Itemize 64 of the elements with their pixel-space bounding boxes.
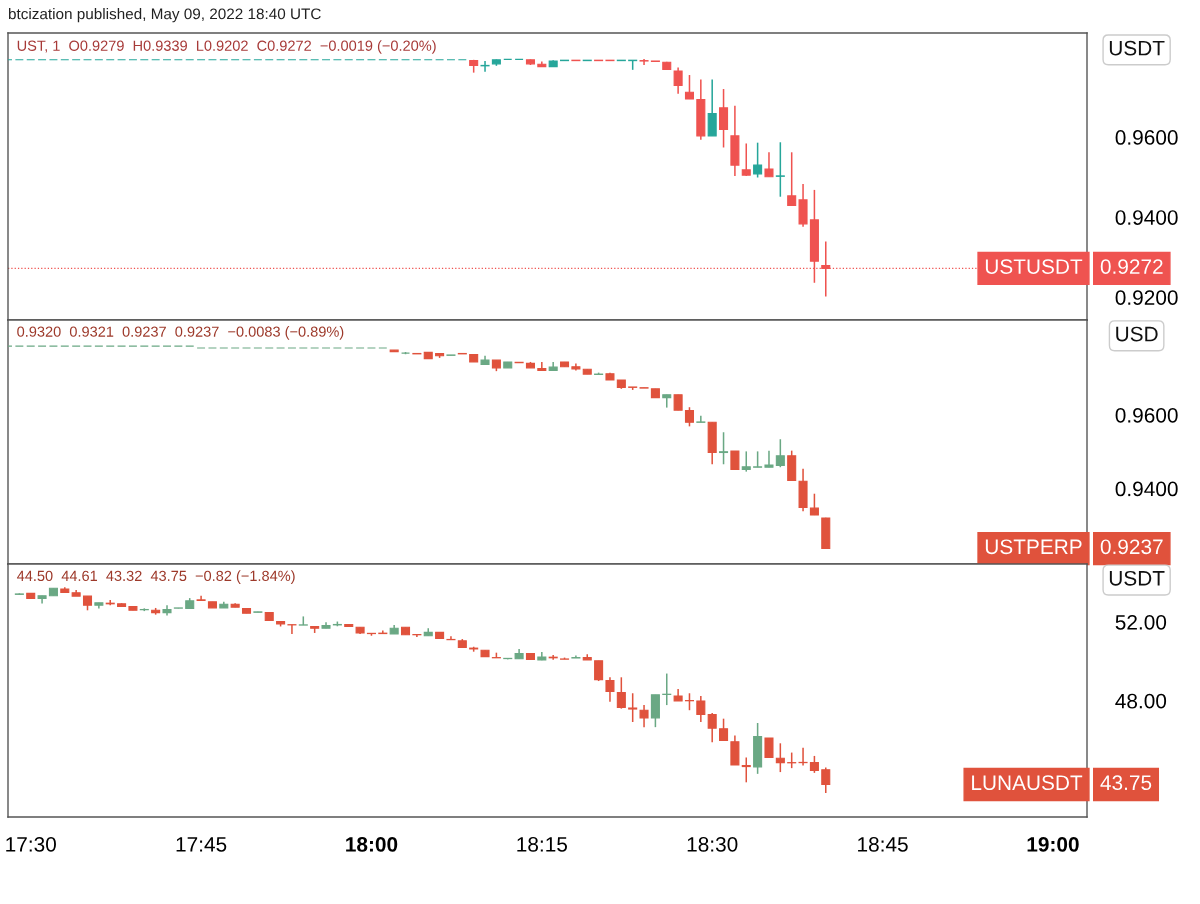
candlestick [707,712,717,744]
candlestick [730,734,740,766]
y-tick-label: 0.9400 [1115,481,1178,497]
y-tick-label: 0.9600 [1115,407,1178,423]
candlestick [287,623,297,635]
candlestick [741,450,751,473]
x-tick-label: 17:30 [6,836,56,852]
candlestick [639,704,649,728]
annotation: 44.50 44.61 43.32 43.75 −0.82 (−1.84%) [16,570,295,584]
chart-title: btcization published, May 09, 2022 18:40 UTC [8,8,321,23]
candlestick [684,74,695,100]
candlestick [821,766,831,794]
candlestick [650,694,660,728]
candlestick [696,414,706,424]
annotation: LUNAUSDT [972,775,1083,791]
candlestick [696,695,706,723]
candlestick [662,393,672,409]
candlestick [707,78,717,137]
y-tick-label: 0.9600 [1115,130,1178,145]
candlestick [719,717,729,742]
text: USDT [1109,40,1165,56]
y-tick-label: 0.9200 [1115,290,1178,305]
candlestick [741,142,751,177]
annotation: UST, 1 O0.9279 H0.9339 L0.9202 C0.9272 −0.0019 (−0.20%) [17,40,436,54]
text: USDT [1109,570,1165,586]
text: 0.9272 [1100,259,1163,274]
candlestick [673,66,683,95]
annotation: USTUSDT [985,259,1083,274]
x-tick-label: 19:00 [1027,836,1079,852]
y-tick-label: 52.00 [1115,614,1167,630]
x-tick-label: 17:45 [176,837,227,852]
candlestick [775,438,785,468]
candlestick [764,449,774,468]
candlestick [446,635,456,641]
candlestick [628,692,638,723]
candlestick [730,450,740,470]
candlestick [605,676,615,703]
y-tick-label: 48.00 [1115,693,1167,709]
x-tick-label: 18:45 [858,836,908,852]
candlestick [594,659,604,682]
candlestick [412,633,422,638]
text: 0.9237 [1100,539,1163,555]
x-tick-label: 18:00 [346,836,398,852]
annotation: USTPERP [985,539,1082,555]
x-tick-label: 18:30 [687,836,738,852]
annotation: 0.9320 0.9321 0.9237 0.9237 −0.0083 (−0.89%) [17,326,344,340]
candlestick [753,141,763,179]
text: 43.75 [1100,775,1152,791]
candlestick [719,88,729,149]
candlestick [616,676,626,710]
candlestick [741,756,751,784]
candlestick [684,406,695,428]
candlestick [775,742,785,773]
candlestick [775,141,785,198]
text: USD [1116,326,1158,342]
candlestick [787,151,797,207]
candlestick [798,746,808,767]
y-tick-label: 0.9400 [1115,210,1178,225]
candlestick [537,361,547,372]
candlestick [719,431,729,466]
candlestick [764,151,774,178]
candlestick [809,492,819,516]
candlestick [764,737,774,759]
x-tick-label: 18:15 [517,836,568,852]
